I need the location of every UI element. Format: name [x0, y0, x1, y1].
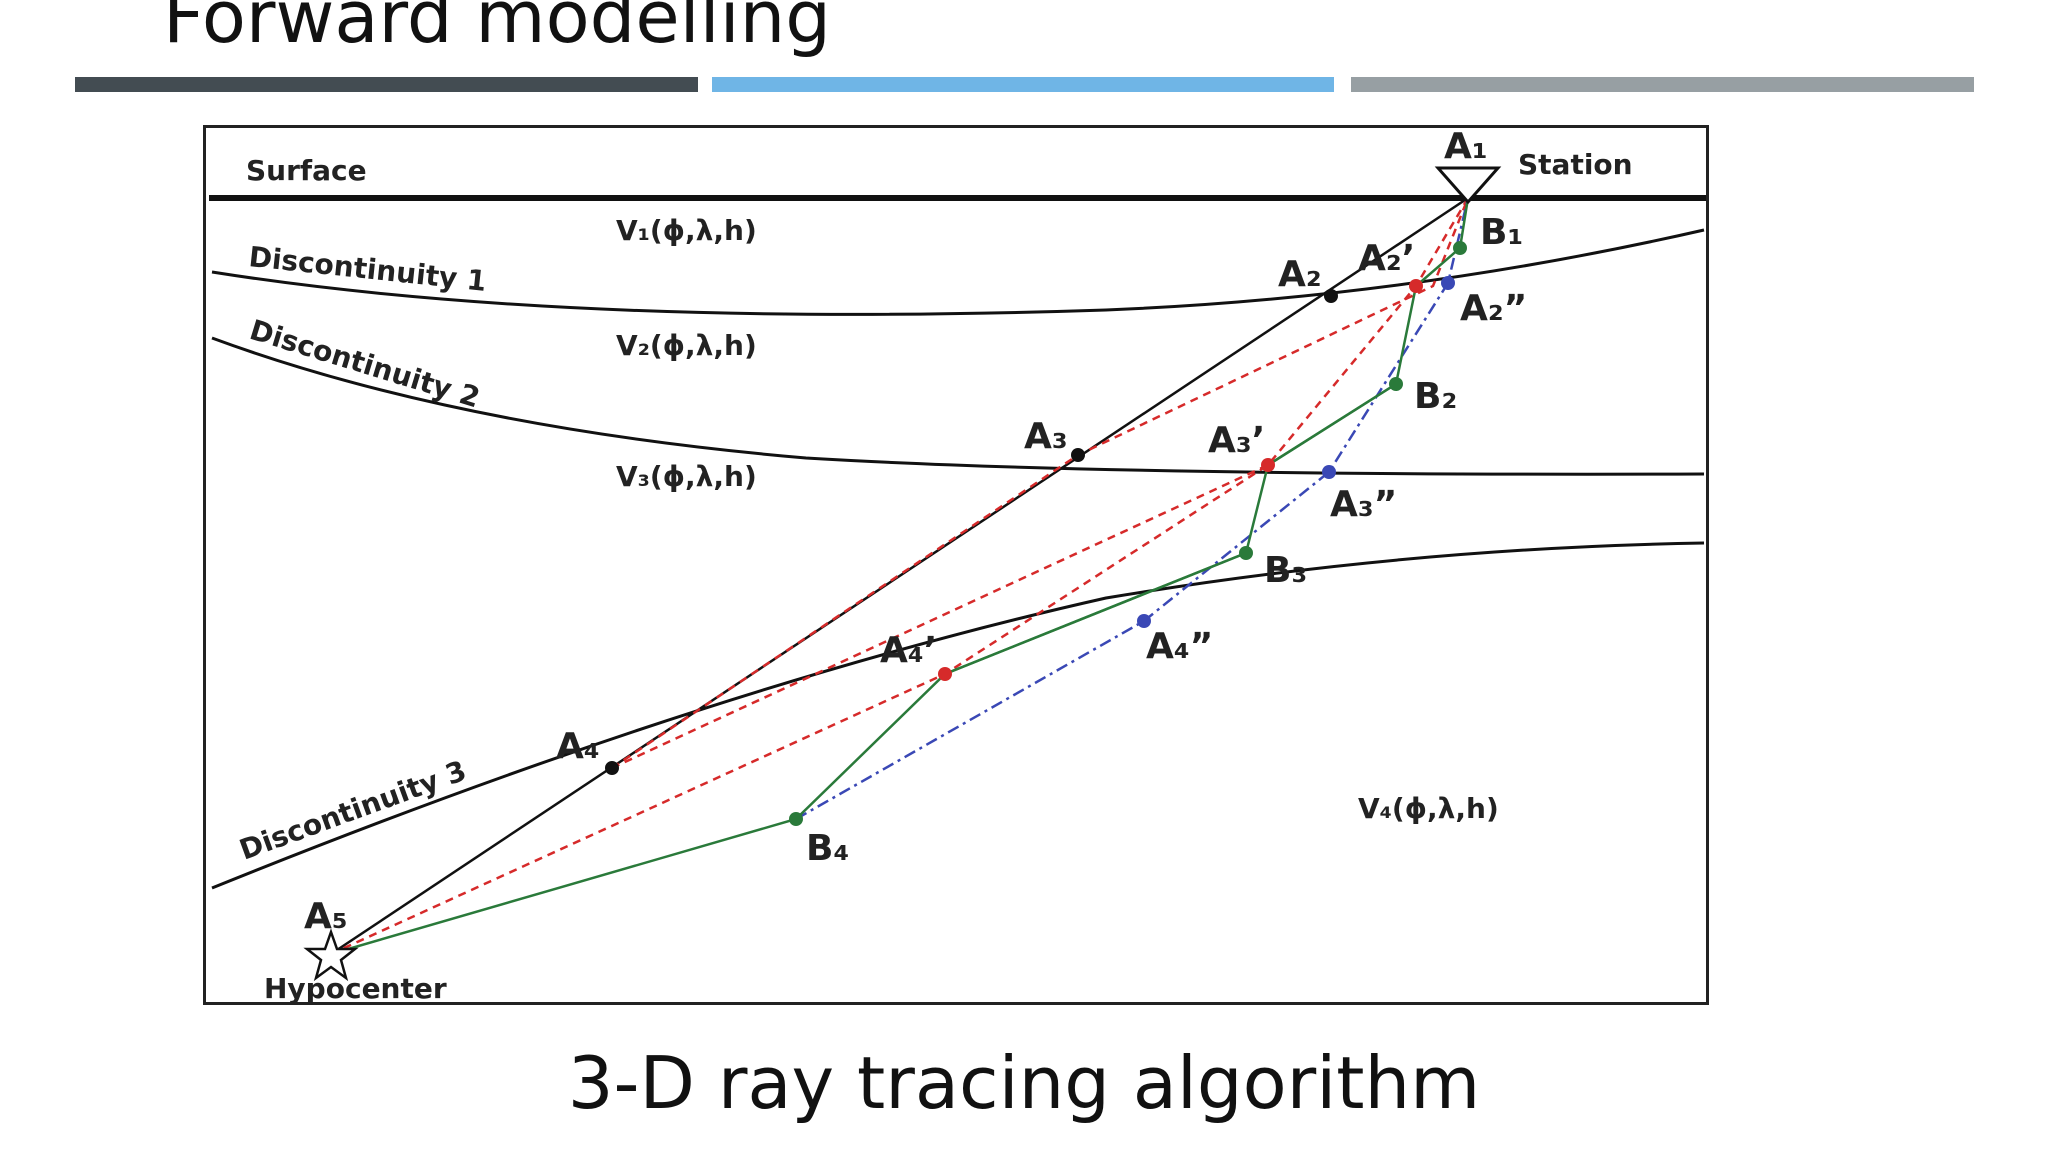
point-A2pp — [1441, 276, 1455, 290]
point-A4 — [605, 761, 619, 775]
point-B4 — [789, 812, 803, 826]
label-A4p: A₄’ — [880, 630, 937, 671]
label-B4: B₄ — [806, 828, 849, 869]
label-A4: A₄ — [556, 726, 600, 767]
label-B2: B₂ — [1414, 376, 1457, 417]
point-A3 — [1071, 448, 1085, 462]
station-icon — [1434, 166, 1502, 205]
red-ray-cross — [611, 463, 1269, 770]
initial-ray — [330, 196, 1469, 956]
point-B1 — [1453, 241, 1467, 255]
label-A3p: A₃’ — [1208, 420, 1265, 461]
discontinuity-1-curve — [211, 228, 1705, 316]
point-B3 — [1239, 546, 1253, 560]
label-A3: A₃ — [1024, 416, 1068, 457]
velocity-1-label: V₁(ϕ,λ,h) — [616, 214, 757, 247]
red-ray-upper — [611, 197, 1470, 770]
surface-label: Surface — [246, 154, 367, 187]
discontinuity-3-label: Discontinuity 3 — [235, 754, 470, 867]
label-B3: B₃ — [1264, 550, 1307, 591]
velocity-3-label: V₃(ϕ,λ,h) — [616, 460, 757, 493]
velocity-4-label: V₄(ϕ,λ,h) — [1358, 792, 1499, 825]
point-A4p — [938, 667, 952, 681]
velocity-2-label: V₂(ϕ,λ,h) — [616, 329, 757, 362]
discontinuity-2-curve — [211, 336, 1705, 476]
label-A1: A₁ — [1444, 128, 1488, 167]
red-ray-lower — [330, 197, 1470, 956]
discontinuity-1-label: Discontinuity 1 — [247, 240, 488, 298]
slide-title: Forward modelling — [163, 0, 831, 59]
label-A2pp: A₂” — [1460, 288, 1527, 329]
ray-tracing-diagram: Surface Station Hypocenter Discontinuity… — [209, 128, 1706, 1002]
hypocenter-star-icon — [303, 928, 359, 982]
label-A3pp: A₃” — [1330, 484, 1397, 525]
label-A5: A₅ — [304, 896, 348, 937]
ray-tracing-figure: Surface Station Hypocenter Discontinuity… — [203, 125, 1709, 1005]
accent-bar-gray — [1351, 77, 1974, 92]
point-A3p — [1261, 458, 1275, 472]
label-A2p: A₂’ — [1358, 238, 1415, 279]
label-A4pp: A₄” — [1146, 626, 1213, 667]
point-A2 — [1324, 289, 1338, 303]
discontinuity-3-curve — [211, 541, 1705, 890]
point-B2 — [1389, 377, 1403, 391]
green-ray-branch-2 — [1267, 382, 1397, 467]
point-A2p — [1409, 279, 1423, 293]
label-B1: B₁ — [1480, 212, 1523, 253]
label-A2: A₂ — [1278, 254, 1322, 295]
accent-bar-dark — [75, 77, 698, 92]
discontinuity-2-label: Discontinuity 2 — [246, 313, 484, 414]
station-label: Station — [1518, 148, 1633, 181]
point-A4pp — [1137, 614, 1151, 628]
point-A3pp — [1322, 465, 1336, 479]
slide-caption: 3-D ray tracing algorithm — [567, 1041, 1481, 1125]
hypocenter-label: Hypocenter — [264, 972, 447, 1002]
accent-bar-blue — [712, 77, 1334, 92]
green-ray-branch — [944, 551, 1247, 676]
